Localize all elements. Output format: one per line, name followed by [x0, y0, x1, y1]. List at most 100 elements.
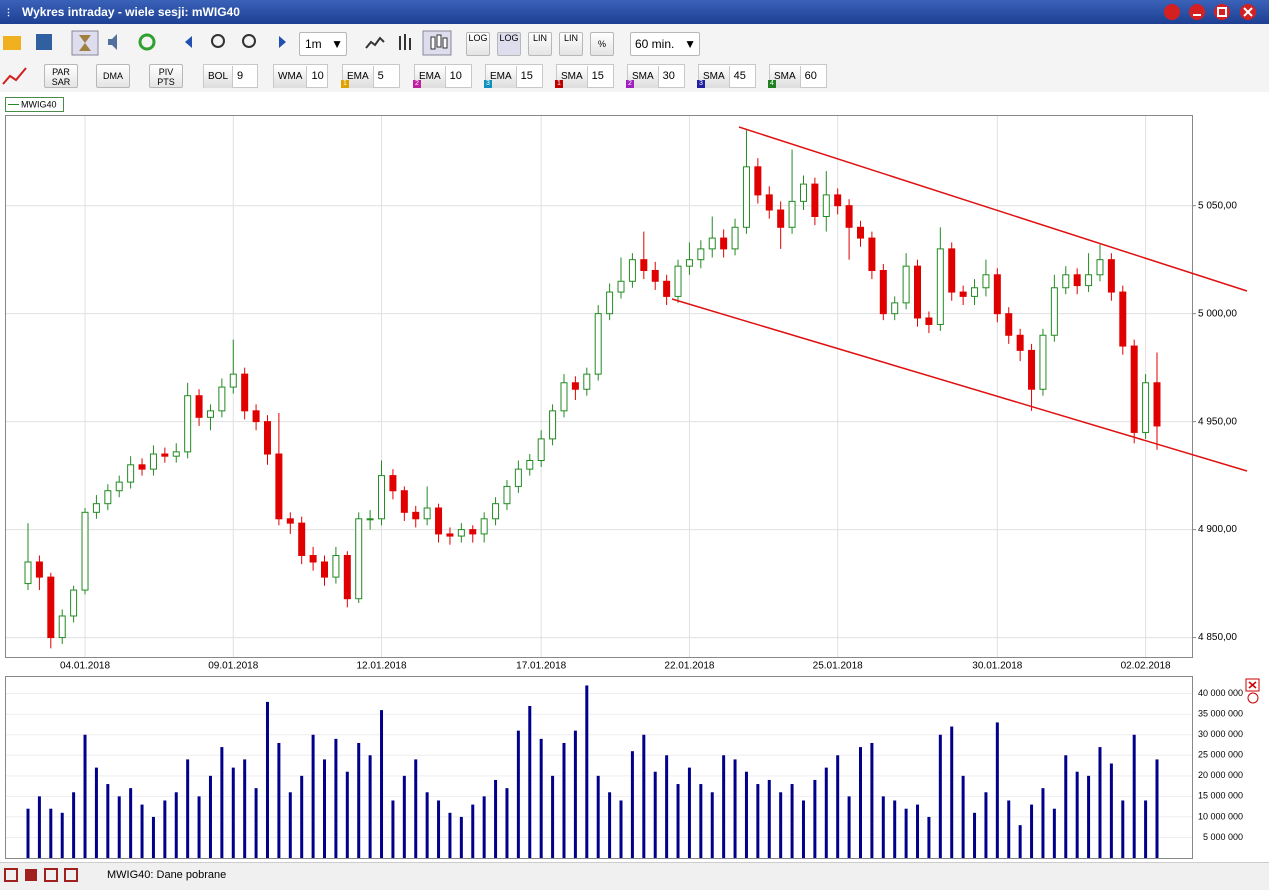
indicator-param: 45	[733, 70, 746, 82]
candle-body	[1085, 274, 1093, 287]
volume-bar	[1064, 755, 1068, 858]
refresh-icon[interactable]	[138, 33, 156, 51]
volume-bar	[1155, 759, 1159, 858]
indicator-button[interactable]: PIV PTS	[149, 64, 183, 88]
volume-bar	[254, 788, 258, 858]
volume-bar	[1007, 800, 1011, 858]
window-buttons[interactable]	[1160, 2, 1265, 22]
indicator-param: 60	[804, 70, 817, 82]
indicator-button-label: DMA	[103, 71, 123, 81]
candle-body	[81, 511, 89, 591]
indicator-button[interactable]: DMA	[96, 64, 130, 88]
settings-button[interactable]	[1164, 4, 1180, 20]
candle-body	[834, 194, 842, 207]
candle-body	[492, 503, 500, 520]
candle-body	[822, 194, 830, 217]
indicator-button[interactable]: PAR SAR	[44, 64, 78, 88]
indicator[interactable]: EMA 15 3	[484, 64, 543, 88]
volume-bar	[380, 710, 384, 858]
indicator[interactable]: EMA 10 2	[413, 64, 472, 88]
volume-bar	[1087, 775, 1091, 858]
candle-body	[526, 459, 534, 470]
candle-body	[777, 209, 785, 228]
volume-bar	[334, 738, 338, 858]
volume-bar	[927, 816, 931, 858]
volume-bar	[619, 800, 623, 858]
scale-button[interactable]: LOG	[466, 32, 490, 56]
back-icon[interactable]	[185, 36, 192, 48]
x-tick-label: 02.02.2018	[1121, 661, 1171, 672]
indicator-label: SMA	[557, 66, 588, 88]
toolbar-icons[interactable]	[0, 30, 700, 58]
indicator[interactable]: BOL 9	[203, 64, 258, 88]
scale-button-label: %	[597, 39, 606, 49]
candle-body	[58, 615, 66, 639]
history-button[interactable]	[71, 30, 99, 56]
volume-bar	[1030, 804, 1034, 858]
indicator-label: EMA	[486, 66, 517, 88]
y-tick-label: 40 000 000	[1198, 688, 1243, 698]
period-select[interactable]: 60 min. ▼	[630, 32, 700, 56]
indicator-icon[interactable]	[0, 62, 30, 90]
sound-icon[interactable]	[108, 34, 117, 50]
volume-bar	[995, 722, 999, 858]
candle-body	[514, 468, 522, 487]
maximize-button[interactable]	[1214, 4, 1230, 20]
candle-body	[583, 373, 591, 390]
volume-bar	[836, 755, 840, 858]
volume-bar	[824, 767, 828, 858]
volume-bar	[722, 755, 726, 858]
panel-option-icon[interactable]	[1247, 692, 1259, 704]
forward-icon[interactable]	[279, 36, 286, 48]
candle-body	[948, 248, 956, 293]
scale-button[interactable]: LIN	[528, 32, 552, 56]
indicator[interactable]: SMA 60 4	[768, 64, 827, 88]
volume-bar	[425, 792, 429, 858]
scale-button[interactable]: %	[590, 32, 614, 56]
indicator[interactable]: EMA 5 1	[341, 64, 400, 88]
volume-bar	[106, 784, 110, 858]
zoom-in-icon[interactable]	[211, 34, 225, 48]
volume-bar	[311, 734, 315, 858]
y-tick-label: 35 000 000	[1198, 709, 1243, 719]
scale-button[interactable]: LOG	[497, 32, 521, 56]
candle-body	[1119, 291, 1127, 347]
minimize-button[interactable]	[1189, 4, 1205, 20]
volume-bar	[208, 775, 212, 858]
volume-bar	[676, 784, 680, 858]
indicator[interactable]: SMA 30 2	[626, 64, 685, 88]
interval-select[interactable]: 1m ▼	[299, 32, 347, 56]
indicator-param: 9	[237, 70, 244, 82]
chart: MWIG40 4 850,00 4 900,00 4 950,00 5 000,00 5…	[0, 92, 1269, 862]
candle-body	[879, 269, 887, 315]
save-icon[interactable]	[36, 34, 52, 50]
volume-bar	[505, 788, 509, 858]
open-icon[interactable]	[3, 36, 21, 50]
indicator[interactable]: SMA 45 3	[697, 64, 756, 88]
indicator-button-label: PIV	[158, 67, 174, 77]
candle-body	[1142, 382, 1150, 433]
trend-line	[738, 126, 1248, 292]
indicator[interactable]: SMA 15 1	[555, 64, 614, 88]
status-icons[interactable]	[2, 867, 92, 885]
volume-bar	[186, 759, 190, 858]
candle-body	[754, 166, 762, 196]
indicator[interactable]: WMA 10	[273, 64, 328, 88]
volume-bar	[779, 792, 783, 858]
volume-bar	[642, 734, 646, 858]
volume-bar	[790, 784, 794, 858]
ohlc-icon[interactable]	[399, 34, 411, 50]
zoom-out-icon[interactable]	[242, 34, 256, 48]
scale-button[interactable]: LIN	[559, 32, 583, 56]
indicator-label: EMA	[343, 66, 374, 88]
candle-body	[811, 183, 819, 217]
line-chart-icon[interactable]	[365, 36, 385, 49]
candle-body	[708, 237, 716, 250]
candle-body	[1130, 345, 1138, 433]
candle-body	[731, 226, 739, 250]
candle-body	[1005, 313, 1013, 336]
candle-body	[891, 302, 899, 315]
indicator-button-label: PAR	[52, 67, 70, 77]
candle-body	[195, 395, 203, 418]
